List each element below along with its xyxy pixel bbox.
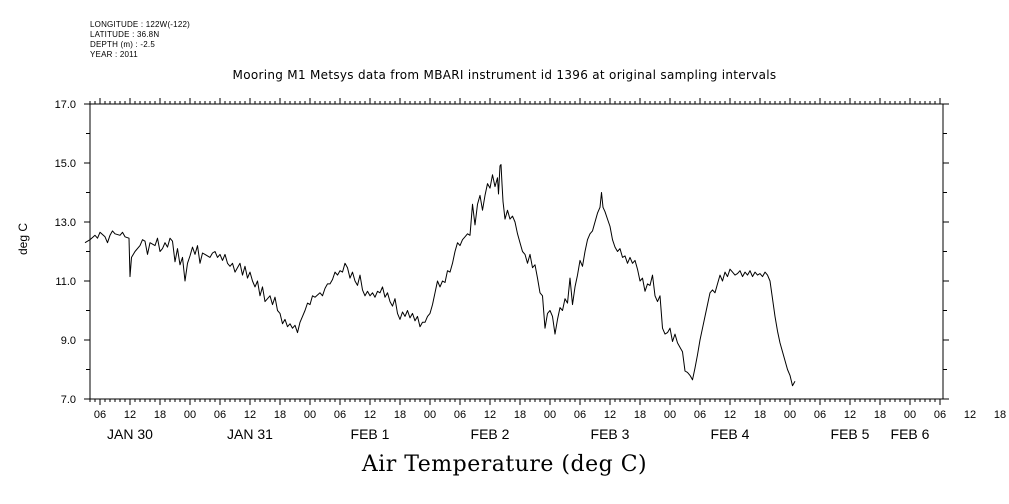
y-axis: 7.0 9.0 11.0 13.0 15.0 17.0 <box>55 99 949 406</box>
x-day-label: FEB 4 <box>711 426 750 442</box>
x-tick-label: 00 <box>904 409 916 421</box>
x-tick-label: 12 <box>964 409 976 421</box>
x-tick-label: 06 <box>334 409 346 421</box>
x-tick-label: 12 <box>484 409 496 421</box>
x-tick-label: 06 <box>814 409 826 421</box>
y-axis-label: deg C <box>16 222 30 255</box>
plot-frame <box>89 103 944 400</box>
y-tick-label: 7.0 <box>61 394 76 406</box>
x-tick-label: 00 <box>424 409 436 421</box>
x-day-label: JAN 31 <box>227 426 273 442</box>
x-axis: 06 12 18 00 06 12 18 00 06 12 18 00 06 12 18 00 06 12 18 00… <box>89 98 1006 442</box>
x-tick-label: 18 <box>994 409 1006 421</box>
y-tick-label: 13.0 <box>55 217 76 229</box>
plot-border <box>89 103 944 400</box>
x-tick-label: 06 <box>574 409 586 421</box>
x-day-label: FEB 1 <box>351 426 390 442</box>
x-tick-label: 12 <box>124 409 136 421</box>
x-day-label: FEB 2 <box>471 426 510 442</box>
x-tick-label: 12 <box>604 409 616 421</box>
series-line-air-temperature <box>84 164 796 387</box>
x-tick-label: 18 <box>274 409 286 421</box>
x-tick-label: 18 <box>514 409 526 421</box>
y-tick-label: 15.0 <box>55 158 76 170</box>
x-tick-label: 06 <box>934 409 946 421</box>
year-label: YEAR : 2011 <box>90 50 138 59</box>
x-tick-label: 06 <box>694 409 706 421</box>
x-tick-label: 18 <box>634 409 646 421</box>
x-day-label: FEB 5 <box>831 426 870 442</box>
x-tick-label: 00 <box>184 409 196 421</box>
x-tick-label: 18 <box>394 409 406 421</box>
x-tick-label: 00 <box>304 409 316 421</box>
x-day-label: FEB 6 <box>891 426 930 442</box>
x-axis-label: Air Temperature (deg C) <box>361 452 648 477</box>
latitude-label: LATITUDE : 36.8N <box>90 30 160 39</box>
x-day-label: JAN 30 <box>107 426 153 442</box>
y-tick-label: 17.0 <box>55 99 76 111</box>
y-tick-label: 11.0 <box>55 276 76 288</box>
x-tick-label: 06 <box>214 409 226 421</box>
x-tick-label: 00 <box>544 409 556 421</box>
x-day-label: FEB 3 <box>591 426 630 442</box>
depth-label: DEPTH (m) : -2.5 <box>90 40 155 49</box>
x-tick-label: 12 <box>844 409 856 421</box>
metadata-block: LONGITUDE : 122W(-122) LATITUDE : 36.8N … <box>90 20 190 60</box>
longitude-label: LONGITUDE : 122W(-122) <box>90 20 190 29</box>
chart-title: Mooring M1 Metsys data from MBARI instru… <box>232 68 777 82</box>
x-tick-label: 00 <box>664 409 676 421</box>
x-tick-label: 12 <box>244 409 256 421</box>
x-tick-label: 18 <box>154 409 166 421</box>
x-tick-label: 00 <box>784 409 796 421</box>
x-tick-label: 06 <box>454 409 466 421</box>
x-tick-label: 12 <box>364 409 376 421</box>
x-tick-label: 18 <box>754 409 766 421</box>
x-tick-label: 06 <box>94 409 106 421</box>
x-tick-label: 18 <box>874 409 886 421</box>
y-tick-label: 9.0 <box>61 335 76 347</box>
x-tick-label: 12 <box>724 409 736 421</box>
